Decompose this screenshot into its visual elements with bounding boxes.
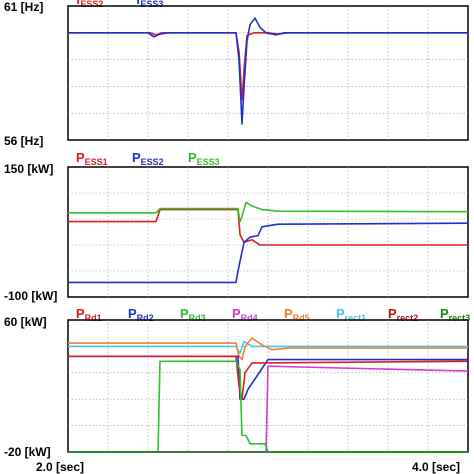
- series-line-2: [68, 17, 468, 125]
- legend-entry-5: PRd5: [284, 306, 310, 323]
- panel1-ybot-label: 56 [Hz]: [4, 134, 43, 148]
- panel1-series: [68, 17, 468, 125]
- legend-entry-7: Prect2: [388, 306, 418, 323]
- x-tick-label-start: 2.0 [sec]: [36, 460, 84, 474]
- legend-entry-3: PESS3: [188, 150, 220, 167]
- legend-entry-3: PRd3: [180, 306, 206, 323]
- series-line-2: [68, 337, 468, 361]
- panel1-legend: fESS2 fESS3: [76, 0, 163, 9]
- panel2-legend: PESS1 PESS2 PESS3: [76, 150, 220, 167]
- panel2-frame: [67, 166, 469, 298]
- legend-entry-6: Prect1: [336, 306, 366, 323]
- series-line-1: [68, 340, 468, 354]
- panel-ess-power: 150 [kW] -100 [kW] PESS1 PESS2 PESS3: [4, 150, 469, 303]
- legend-entry-4: PRd4: [232, 306, 258, 323]
- series-line-1: [68, 208, 468, 246]
- panel1-ytop-label: 61 [Hz]: [4, 0, 43, 14]
- panel2-ytop-label: 150 [kW]: [4, 162, 53, 176]
- series-line-2: [68, 222, 469, 284]
- legend-entry-1: fESS2: [76, 0, 103, 9]
- panel1-grid: [68, 6, 468, 140]
- series-line-6: [68, 360, 468, 453]
- series-line-3: [68, 355, 468, 401]
- panel-load-power: 60 [kW] -20 [kW] PRd1 PRd2 PRd3 PRd4 PRd5 Pre…: [4, 306, 470, 474]
- panel2-grid: [68, 167, 468, 297]
- legend-entry-1: PRd1: [76, 306, 102, 323]
- panel3-legend: PRd1 PRd2 PRd3 PRd4 PRd5 Prect1 Prect2 Prect3: [76, 306, 470, 323]
- panel2-series: [68, 201, 469, 284]
- panel3-series: [68, 337, 469, 453]
- legend-entry-8: Prect3: [440, 306, 470, 323]
- series-line-3: [68, 201, 469, 223]
- legend-entry-2: fESS3: [136, 0, 163, 9]
- panel2-ybot-label: -100 [kW]: [4, 289, 57, 303]
- panel-frequency: 61 [Hz] 56 [Hz] fESS2 fESS3: [4, 0, 469, 148]
- x-tick-label-end: 4.0 [sec]: [412, 460, 460, 474]
- series-line-1: [68, 31, 468, 101]
- panel3-ytop-label: 60 [kW]: [4, 315, 47, 329]
- legend-entry-2: PRd2: [128, 306, 154, 323]
- panel3-ybot-label: -20 [kW]: [4, 445, 51, 459]
- legend-entry-1: PESS1: [76, 150, 108, 167]
- legend-entry-2: PESS2: [132, 150, 164, 167]
